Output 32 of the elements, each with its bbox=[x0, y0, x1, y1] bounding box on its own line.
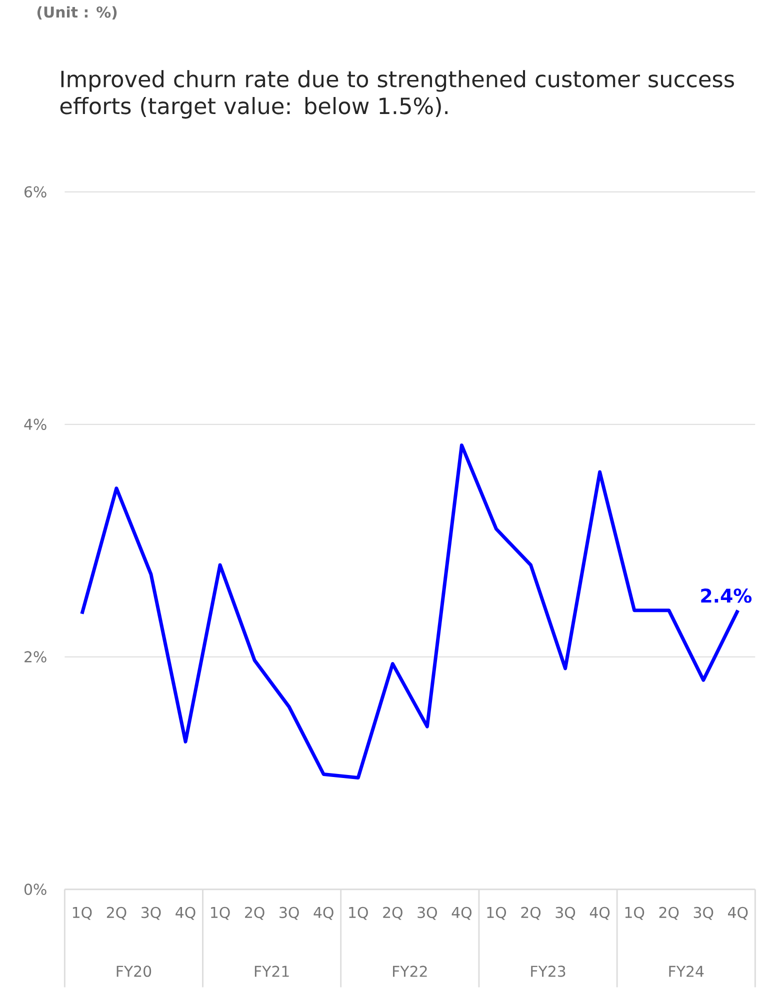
text: FY22 bbox=[392, 966, 427, 977]
x-tick-label: 3Q bbox=[141, 906, 161, 920]
y-tick-label: 6% bbox=[24, 186, 46, 198]
x-tick-label: 3Q bbox=[694, 906, 713, 920]
text: (Unit : %) bbox=[37, 6, 116, 20]
x-tick-label: 2Q bbox=[659, 906, 678, 920]
x-tick-label: 1Q bbox=[487, 906, 506, 920]
x-tick-label: 4Q bbox=[590, 906, 610, 920]
x-tick-label: 4Q bbox=[452, 906, 472, 920]
y-tick-label: 4% bbox=[24, 418, 46, 430]
chart-title: Improved churn rate due to strengthened customer success efforts (target value: below 1.5%). bbox=[60, 70, 734, 119]
text: FY23 bbox=[530, 966, 565, 977]
x-tick-label: 1Q bbox=[348, 906, 368, 920]
data-label: 2.4% bbox=[700, 588, 752, 603]
x-tick-label: 3Q bbox=[417, 906, 437, 920]
text: FY24 bbox=[669, 966, 704, 977]
x-tick-label: 2Q bbox=[521, 906, 540, 920]
x-tick-label: 2Q bbox=[244, 906, 264, 920]
text: FY21 bbox=[254, 966, 289, 977]
x-tick-label: 1Q bbox=[72, 906, 92, 920]
x-tick-label: 4Q bbox=[314, 906, 334, 920]
text: FY20 bbox=[116, 966, 151, 977]
y-tick-label: 0% bbox=[24, 884, 46, 895]
x-tick-label: 4Q bbox=[728, 906, 748, 920]
x-tick-label: 3Q bbox=[556, 906, 575, 920]
x-tick-label: 2Q bbox=[106, 906, 126, 920]
x-tick-label: 3Q bbox=[279, 906, 299, 920]
x-tick-label: 1Q bbox=[625, 906, 644, 920]
x-tick-label: 1Q bbox=[210, 906, 230, 920]
y-tick-label: 2% bbox=[24, 651, 46, 662]
x-tick-label: 2Q bbox=[382, 906, 402, 920]
x-tick-label: 4Q bbox=[175, 906, 196, 920]
